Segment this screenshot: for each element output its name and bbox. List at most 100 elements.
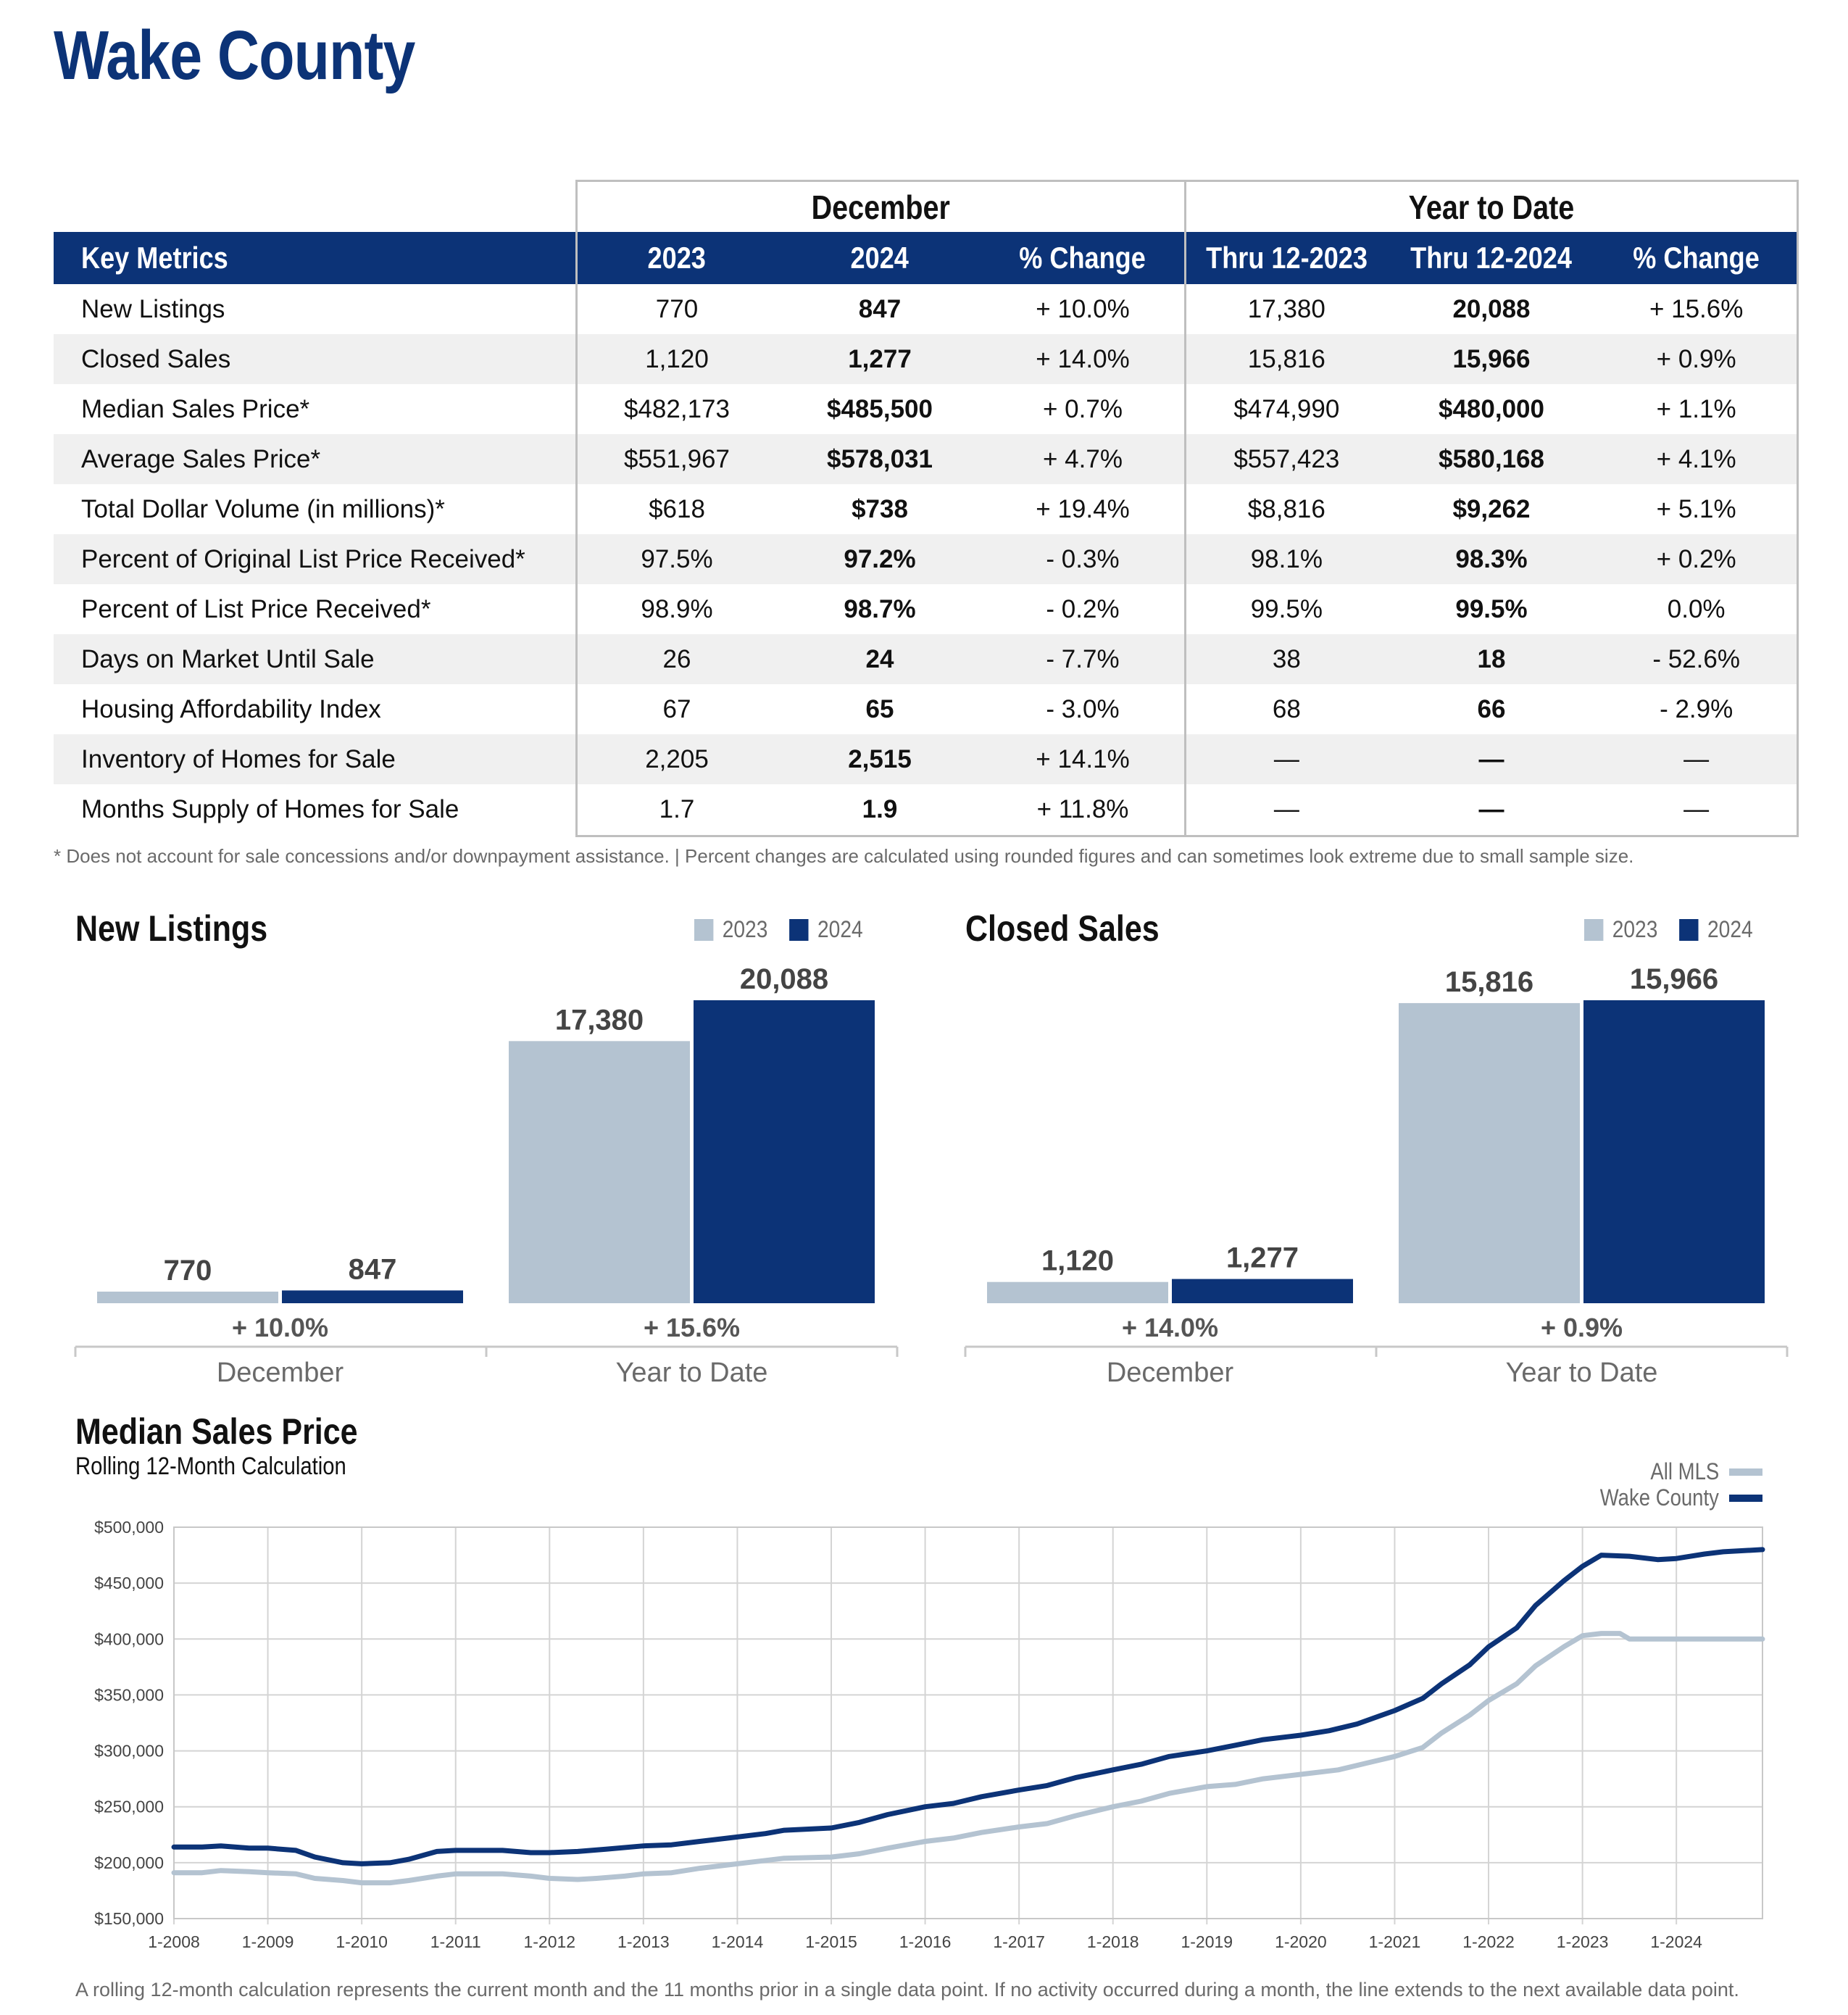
- chart-legend: 2023 2024: [1584, 916, 1753, 943]
- x-tick-label: 1-2017: [993, 1932, 1045, 1951]
- legend-label: 2023: [722, 916, 768, 942]
- bar-december-2024: [1172, 1279, 1353, 1303]
- table-row: New Listings 770 847 + 10.0% 17,380 20,088 + 1…: [54, 284, 1799, 334]
- x-tick-label: 1-2022: [1462, 1932, 1515, 1951]
- series-line-wake-county: [171, 1547, 1765, 1866]
- metric-value-cell: 66: [1477, 694, 1506, 723]
- percent-change-label: + 10.0%: [232, 1313, 328, 1342]
- metric-value-cell: + 4.1%: [1656, 444, 1736, 473]
- table-footnote: * Does not account for sale concessions …: [54, 845, 1634, 867]
- category-label: Year to Date: [616, 1358, 768, 1388]
- metric-value-cell: 97.2%: [844, 544, 916, 573]
- metric-value-cell: 15,816: [1247, 344, 1325, 373]
- table-border: [575, 835, 1799, 837]
- metric-value-cell: + 5.1%: [1656, 494, 1736, 523]
- x-tick-label: 1-2008: [148, 1932, 200, 1951]
- table-row: Housing Affordability Index 67 65 - 3.0% 68 6…: [54, 684, 1799, 734]
- y-tick-label: $300,000: [94, 1742, 164, 1761]
- legend-swatch-2023: [1584, 918, 1604, 941]
- bar-chart-new-listings: 770 847 + 10.0% December 17,380 20,088 + 15.6%…: [74, 963, 899, 1388]
- group-header-row: December Year to Date: [54, 180, 1799, 232]
- x-tick-label: 1-2024: [1650, 1932, 1702, 1951]
- category-label: December: [217, 1358, 344, 1388]
- metric-value-cell: —: [1683, 744, 1710, 773]
- chart-title-median-sales-price: Median Sales Price: [75, 1411, 358, 1452]
- metric-value-cell: + 0.2%: [1656, 544, 1736, 573]
- legend-swatch-2023: [694, 918, 714, 941]
- x-tick-label: 1-2019: [1181, 1932, 1233, 1951]
- metric-value-cell: —: [1273, 794, 1299, 823]
- metric-value-cell: $738: [852, 494, 908, 523]
- x-tick-label: 1-2016: [899, 1932, 952, 1951]
- plot-frame: [173, 1526, 1763, 1919]
- metric-name-cell: New Listings: [81, 294, 225, 323]
- metric-value-cell: 68: [1272, 694, 1301, 723]
- legend-label: All MLS: [1650, 1458, 1719, 1484]
- metric-value-cell: + 0.9%: [1656, 344, 1736, 373]
- table-row: Inventory of Homes for Sale 2,205 2,515 + 1…: [54, 734, 1799, 784]
- x-tick-label: 1-2018: [1087, 1932, 1139, 1951]
- x-tick-label: 1-2011: [430, 1932, 481, 1951]
- metric-value-cell: —: [1478, 744, 1504, 773]
- metric-value-cell: $580,168: [1438, 444, 1544, 473]
- metric-name-cell: Closed Sales: [81, 344, 231, 373]
- table-row: Closed Sales 1,120 1,277 + 14.0% 15,816 15,96…: [54, 334, 1799, 384]
- metric-value-cell: 770: [655, 294, 699, 323]
- bar-year-to-date-2023: [509, 1041, 690, 1303]
- metric-value-cell: 15,966: [1452, 344, 1531, 373]
- metric-value-cell: 67: [662, 694, 691, 723]
- key-metrics-table: December Year to Date Key Metrics 2023 2…: [54, 180, 1799, 837]
- bar-december-2023: [987, 1281, 1168, 1303]
- y-tick-label: $450,000: [94, 1574, 164, 1592]
- metric-value-cell: 20,088: [1452, 294, 1531, 323]
- metric-value-cell: 99.5%: [1455, 594, 1528, 623]
- column-header: Key Metrics: [81, 241, 228, 275]
- x-tick-label: 1-2015: [805, 1932, 857, 1951]
- metric-value-cell: + 10.0%: [1036, 294, 1130, 323]
- legend-label: 2024: [1707, 916, 1753, 942]
- column-header: % Change: [1633, 241, 1760, 275]
- chart-title-closed-sales: Closed Sales: [965, 908, 1160, 949]
- metric-value-cell: $480,000: [1438, 394, 1544, 423]
- group-header-label: Year to Date: [1408, 188, 1575, 226]
- legend-item-all-mls: All MLS: [1639, 1458, 1762, 1485]
- metric-value-cell: 17,380: [1247, 294, 1325, 323]
- metric-value-cell: 26: [662, 644, 691, 673]
- column-header-row: Key Metrics 2023 2024 % Change Thru 12-2…: [54, 232, 1799, 284]
- metric-value-cell: - 0.2%: [1046, 594, 1120, 623]
- table-body: New Listings 770 847 + 10.0% 17,380 20,088 + 1…: [54, 284, 1799, 834]
- metric-name-cell: Months Supply of Homes for Sale: [81, 794, 459, 823]
- metric-value-cell: + 0.7%: [1043, 394, 1123, 423]
- x-tick-label: 1-2010: [336, 1932, 388, 1951]
- metric-value-cell: + 11.8%: [1036, 794, 1129, 823]
- legend-line-swatch: [1729, 1468, 1762, 1476]
- metric-name-cell: Percent of List Price Received*: [81, 594, 431, 623]
- metric-value-cell: 65: [865, 694, 894, 723]
- table-row: Average Sales Price* $551,967 $578,031 + 4.…: [54, 434, 1799, 484]
- chart-subtitle: Rolling 12-Month Calculation: [75, 1453, 346, 1480]
- percent-change-label: + 15.6%: [644, 1313, 740, 1342]
- bar-value-label: 20,088: [740, 963, 828, 995]
- metric-value-cell: + 19.4%: [1036, 494, 1130, 523]
- bar-year-to-date-2024: [1583, 1000, 1765, 1303]
- chart-title-new-listings: New Listings: [75, 908, 268, 949]
- metric-name-cell: Average Sales Price*: [81, 444, 321, 473]
- bar-value-label: 15,966: [1630, 963, 1718, 995]
- table-row: Days on Market Until Sale 26 24 - 7.7% 38 18 -…: [54, 634, 1799, 684]
- bar-year-to-date-2024: [694, 1000, 875, 1303]
- metric-value-cell: —: [1273, 744, 1299, 773]
- metric-name-cell: Days on Market Until Sale: [81, 644, 375, 673]
- metric-value-cell: $578,031: [827, 444, 933, 473]
- metric-value-cell: 18: [1477, 644, 1506, 673]
- metric-value-cell: 0.0%: [1667, 594, 1726, 623]
- metric-value-cell: 1,277: [848, 344, 912, 373]
- legend-label: 2023: [1612, 916, 1658, 942]
- legend-label: Wake County: [1599, 1484, 1719, 1511]
- group-header-label: December: [811, 188, 951, 226]
- metric-value-cell: 98.3%: [1455, 544, 1528, 573]
- series-line-all-mls: [171, 1631, 1765, 1886]
- table-divider: [575, 180, 578, 837]
- metric-value-cell: - 52.6%: [1652, 644, 1740, 673]
- x-tick-label: 1-2012: [523, 1932, 575, 1951]
- x-tick-label: 1-2023: [1557, 1932, 1609, 1951]
